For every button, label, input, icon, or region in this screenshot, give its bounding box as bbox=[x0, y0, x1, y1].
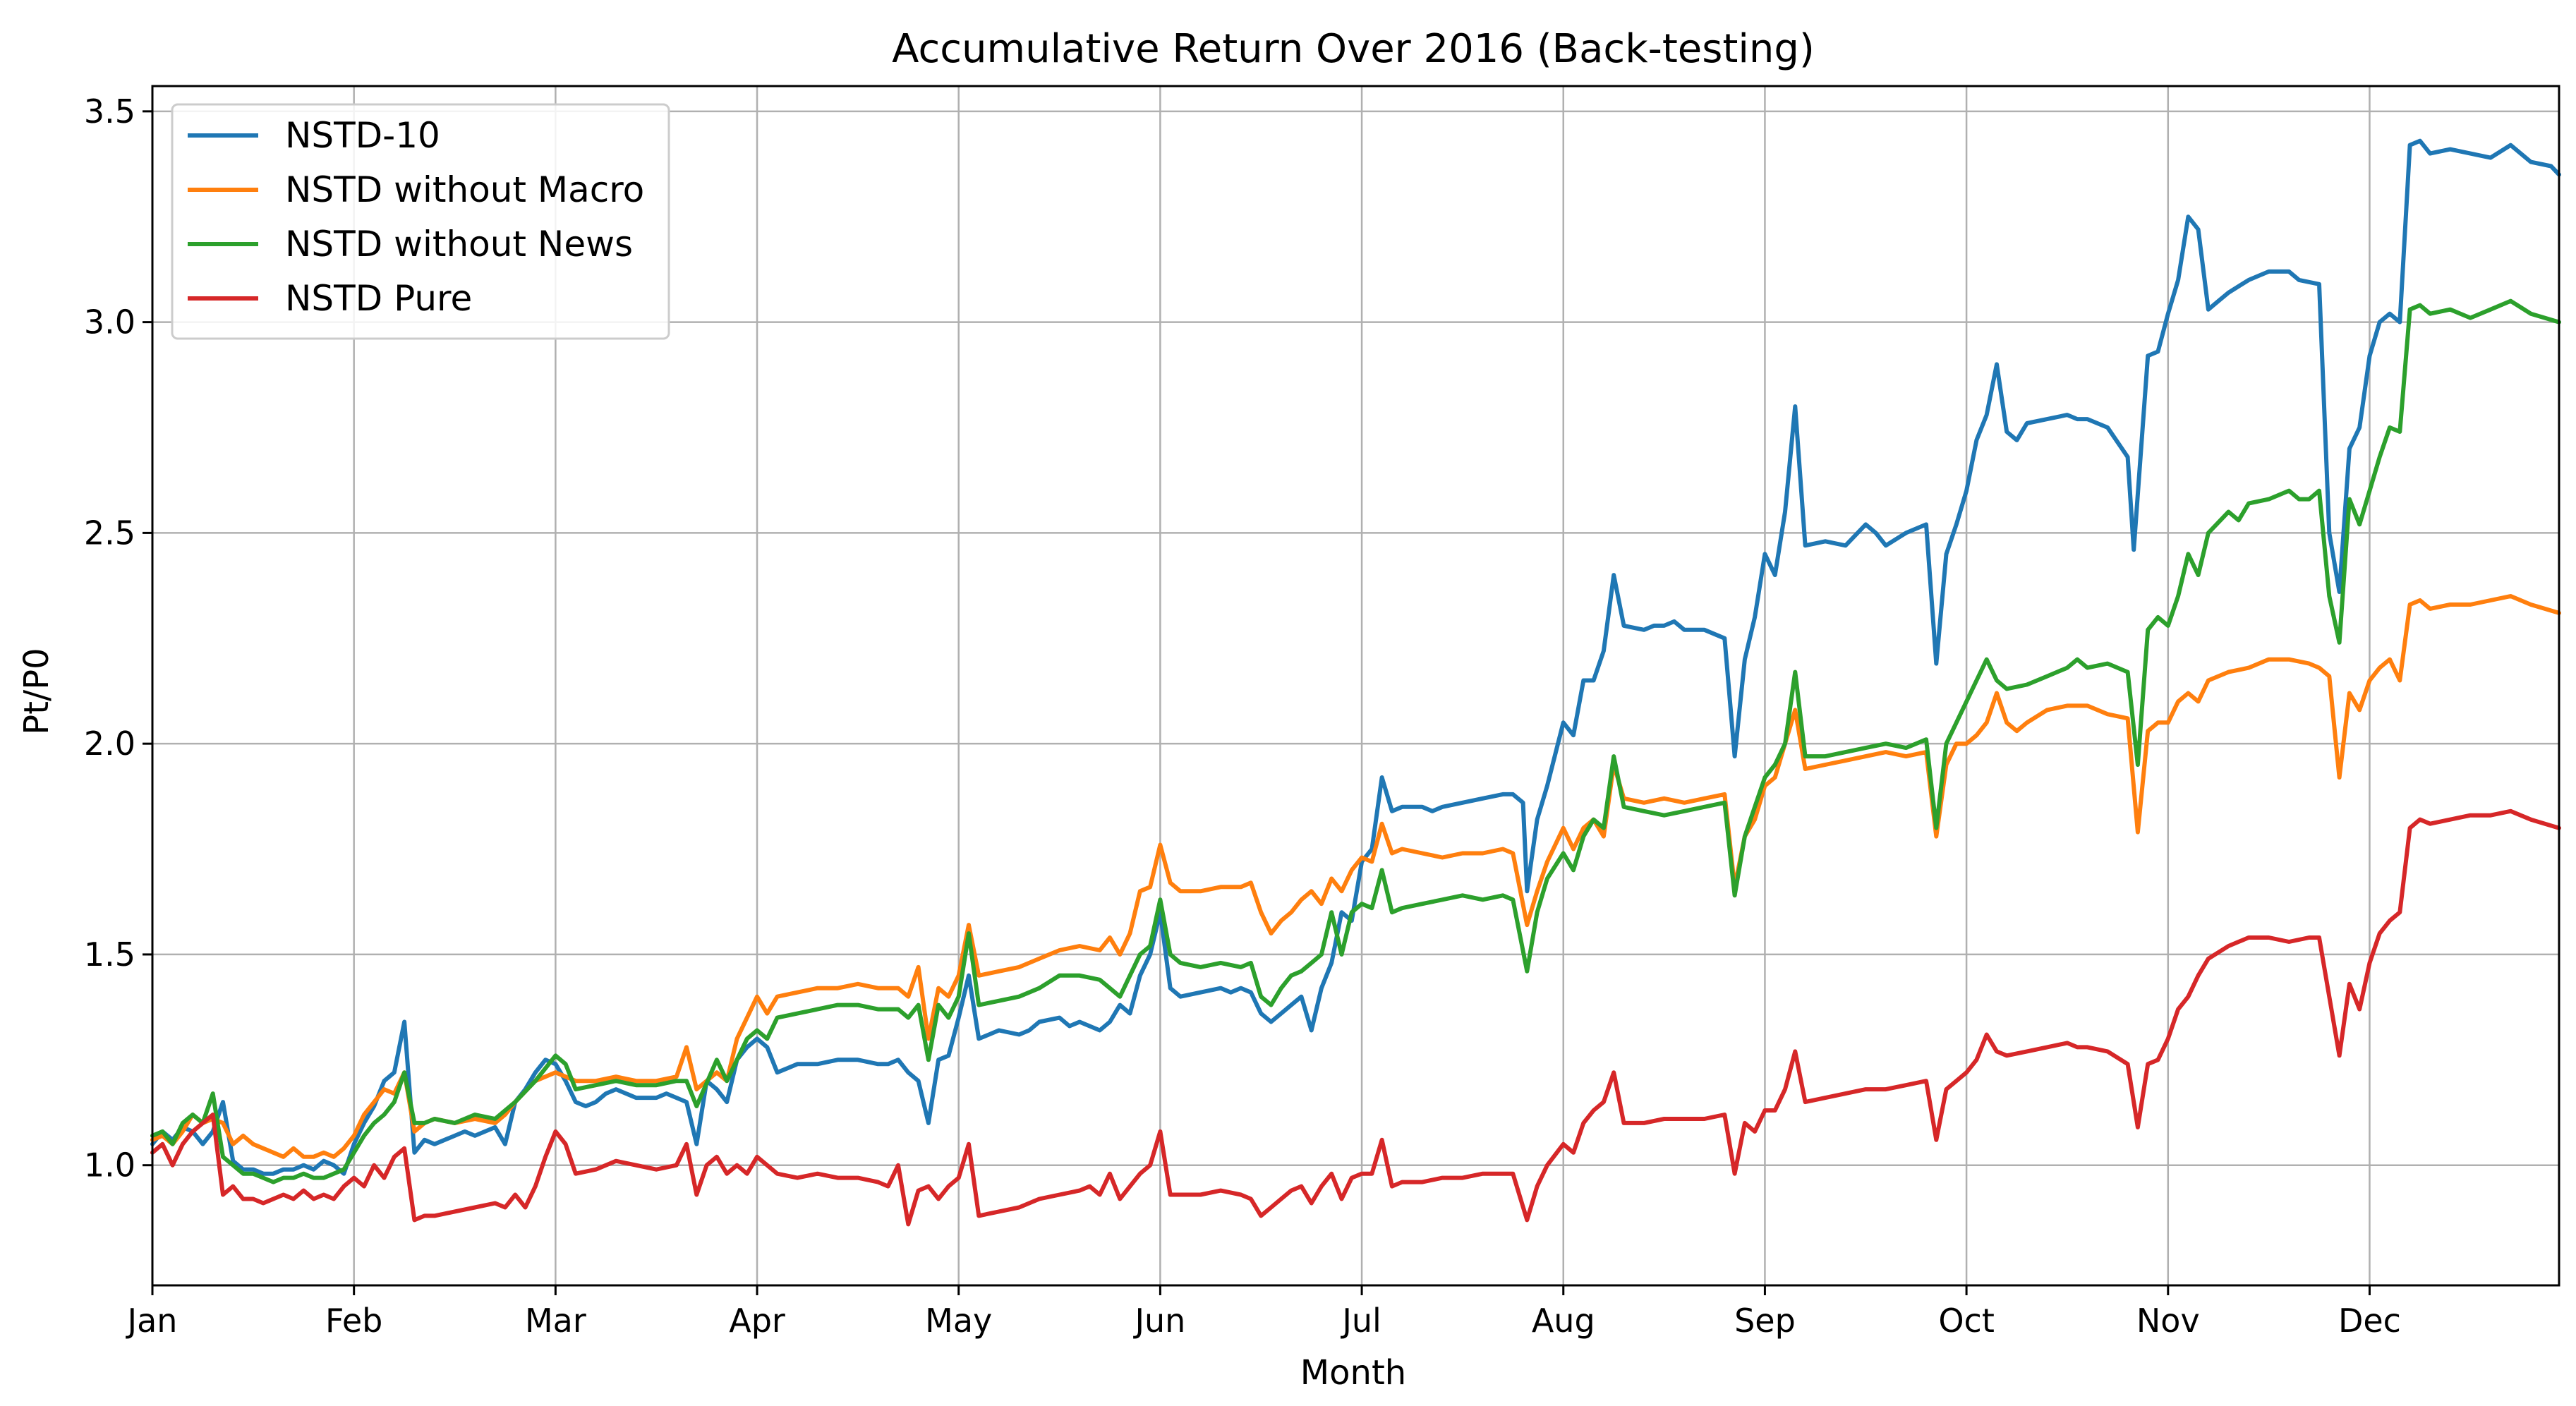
y-tick-label: 2.5 bbox=[84, 514, 135, 552]
legend-label: NSTD without News bbox=[285, 224, 633, 265]
x-tick-label: Nov bbox=[2136, 1302, 2200, 1340]
x-tick-label: Aug bbox=[1532, 1302, 1595, 1340]
x-axis-label: Month bbox=[1300, 1353, 1406, 1393]
x-tick-label: Oct bbox=[1938, 1302, 1995, 1340]
x-tick-label: Jan bbox=[126, 1302, 178, 1340]
legend-box bbox=[171, 103, 670, 340]
x-tick-label: Apr bbox=[729, 1302, 785, 1340]
axis-ticks: Jan Feb Mar Apr May Jun Jul Aug Sep Oct Nov Dec 1.0 1… bbox=[84, 92, 2401, 1340]
series-line-1 bbox=[150, 138, 2561, 1176]
x-tick-label: Dec bbox=[2338, 1302, 2401, 1340]
series-line-2 bbox=[150, 594, 2561, 1159]
y-axis-label: Pt/P0 bbox=[17, 648, 56, 734]
y-tick-label: 1.0 bbox=[84, 1146, 135, 1184]
x-tick-label: Sep bbox=[1734, 1302, 1796, 1340]
series-line-3 bbox=[150, 298, 2561, 1184]
y-tick-label: 3.5 bbox=[84, 92, 135, 131]
y-tick-label: 2.0 bbox=[84, 725, 135, 763]
legend: NSTD-10 NSTD without Macro NSTD without Ne… bbox=[171, 103, 670, 340]
x-tick-label: Mar bbox=[525, 1302, 586, 1340]
grid bbox=[151, 86, 2559, 1285]
legend-label: NSTD without Macro bbox=[285, 169, 644, 210]
y-tick-label: 1.5 bbox=[84, 935, 135, 974]
x-tick-label: Feb bbox=[325, 1302, 382, 1340]
x-tick-label: Jul bbox=[1340, 1302, 1381, 1340]
x-tick-label: May bbox=[925, 1302, 992, 1340]
legend-label: NSTD Pure bbox=[285, 278, 472, 319]
plot-area-frame bbox=[151, 85, 2560, 1287]
series-line-4 bbox=[150, 808, 2561, 1227]
y-tick-label: 3.0 bbox=[84, 303, 135, 341]
series-lines bbox=[150, 138, 2561, 1227]
legend-label: NSTD-10 bbox=[285, 115, 440, 156]
x-tick-label: Jun bbox=[1132, 1302, 1185, 1340]
chart-title: Accumulative Return Over 2016 (Back-test… bbox=[892, 26, 1815, 72]
